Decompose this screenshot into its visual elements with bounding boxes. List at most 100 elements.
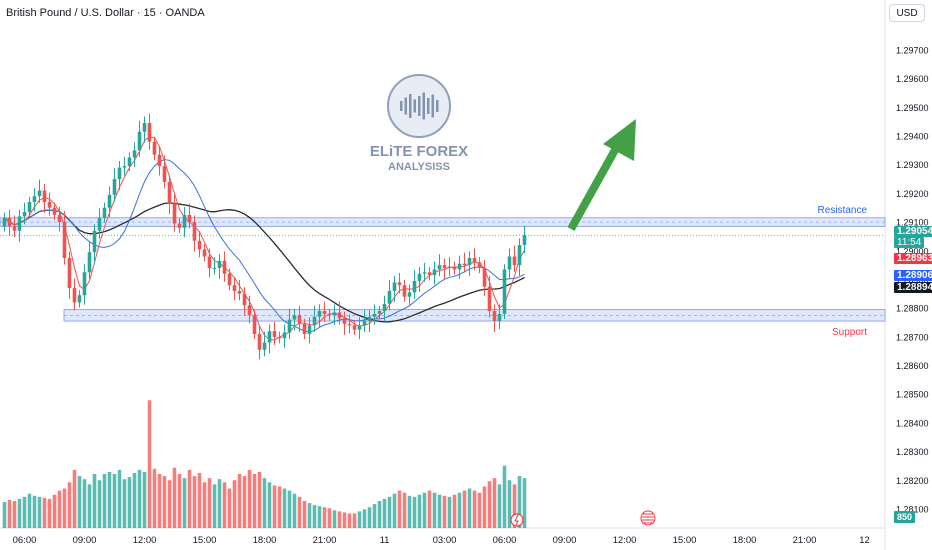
- candle: [257, 333, 262, 350]
- candle: [17, 216, 22, 231]
- candle: [2, 217, 7, 227]
- candle: [407, 292, 412, 297]
- volume-bar: [222, 482, 227, 528]
- y-tick-label: 1.29600: [896, 74, 929, 84]
- volume-bar: [272, 485, 277, 528]
- volume-bar: [127, 477, 132, 528]
- watermark-line2: ANALYSISS: [388, 161, 450, 173]
- candle: [22, 212, 27, 217]
- candle: [87, 252, 92, 273]
- volume-bar: [382, 498, 387, 528]
- volume-bar: [157, 474, 162, 528]
- volume-bar: [437, 494, 442, 528]
- candle: [232, 285, 237, 291]
- volume-bar: [512, 484, 517, 528]
- candle: [492, 311, 497, 322]
- volume-bar: [212, 484, 217, 528]
- volume-bar: [457, 492, 462, 528]
- y-tick-label: 1.29000: [896, 246, 929, 256]
- x-tick-label: 15:00: [193, 535, 217, 546]
- candle: [82, 272, 87, 296]
- volume-bar: [172, 467, 177, 528]
- y-tick-label: 1.29100: [896, 218, 929, 228]
- x-tick-label: 18:00: [733, 535, 757, 546]
- volume-bar: [317, 506, 322, 528]
- volume-bar: [287, 490, 292, 528]
- candle: [252, 315, 257, 334]
- volume-bar: [262, 478, 267, 528]
- volume-bar: [42, 497, 47, 528]
- volume-bar: [412, 496, 417, 528]
- x-tick-label: 18:00: [253, 535, 277, 546]
- volume-bar: [312, 505, 317, 528]
- volume-bar: [77, 476, 82, 528]
- y-tick-label: 1.28200: [896, 476, 929, 486]
- candle: [477, 262, 482, 268]
- volume-bar: [107, 471, 112, 528]
- candle: [447, 266, 452, 268]
- candle: [192, 222, 197, 241]
- candle: [297, 315, 302, 324]
- lightning-event-icon: [510, 513, 524, 527]
- x-tick-label: 12:00: [133, 535, 157, 546]
- candle: [67, 257, 72, 289]
- candle: [157, 154, 162, 167]
- volume-bar: [332, 510, 337, 528]
- candle: [517, 245, 522, 266]
- volume-bar: [227, 488, 232, 528]
- volume-bar: [342, 512, 347, 528]
- volume-bar: [372, 504, 377, 528]
- volume-bar: [497, 484, 502, 528]
- volume-bar: [472, 490, 477, 528]
- candle: [42, 190, 47, 202]
- volume-bar: [522, 478, 527, 528]
- us-flag-event-icon: [640, 510, 656, 526]
- candle: [57, 214, 62, 223]
- volume-bar: [257, 471, 262, 528]
- volume-bar: [117, 469, 122, 528]
- x-tick-label: 12: [859, 535, 870, 546]
- candle: [32, 196, 37, 202]
- candle: [402, 285, 407, 297]
- ma-blue-value-label: 1.28906: [894, 270, 932, 281]
- volume-bar: [52, 494, 57, 528]
- volume-bar: [197, 472, 202, 528]
- candle: [487, 286, 492, 312]
- candle: [357, 325, 362, 330]
- volume-bar: [507, 480, 512, 528]
- volume-bar: [132, 472, 137, 528]
- volume-bar: [2, 502, 7, 528]
- volume-bar: [417, 494, 422, 528]
- candle: [272, 331, 277, 337]
- candle: [432, 269, 437, 276]
- y-tick-label: 1.29200: [896, 189, 929, 199]
- candle: [377, 311, 382, 314]
- candle: [522, 235, 527, 246]
- currency-button[interactable]: USD: [889, 4, 925, 22]
- x-tick-label: 15:00: [673, 535, 697, 546]
- volume-bar: [267, 482, 272, 528]
- volume-bar: [377, 501, 382, 528]
- candle: [287, 319, 292, 333]
- candle: [167, 181, 172, 204]
- candle: [207, 256, 212, 268]
- volume-bar: [67, 482, 72, 528]
- watermark-bar: [409, 94, 412, 118]
- candle: [457, 263, 462, 270]
- candle: [397, 282, 402, 286]
- candle: [102, 207, 107, 218]
- volume-bar: [37, 496, 42, 528]
- candle: [12, 226, 17, 231]
- watermark-bar: [422, 92, 425, 120]
- watermark-bar: [413, 99, 416, 113]
- candle: [227, 273, 232, 286]
- volume-bar: [337, 511, 342, 528]
- candle: [117, 167, 122, 180]
- resistance-label: Resistance: [818, 205, 868, 216]
- watermark-bar: [427, 98, 430, 114]
- volume-bar: [182, 478, 187, 528]
- candle: [392, 282, 397, 291]
- volume-bar: [87, 484, 92, 528]
- candle: [342, 318, 347, 324]
